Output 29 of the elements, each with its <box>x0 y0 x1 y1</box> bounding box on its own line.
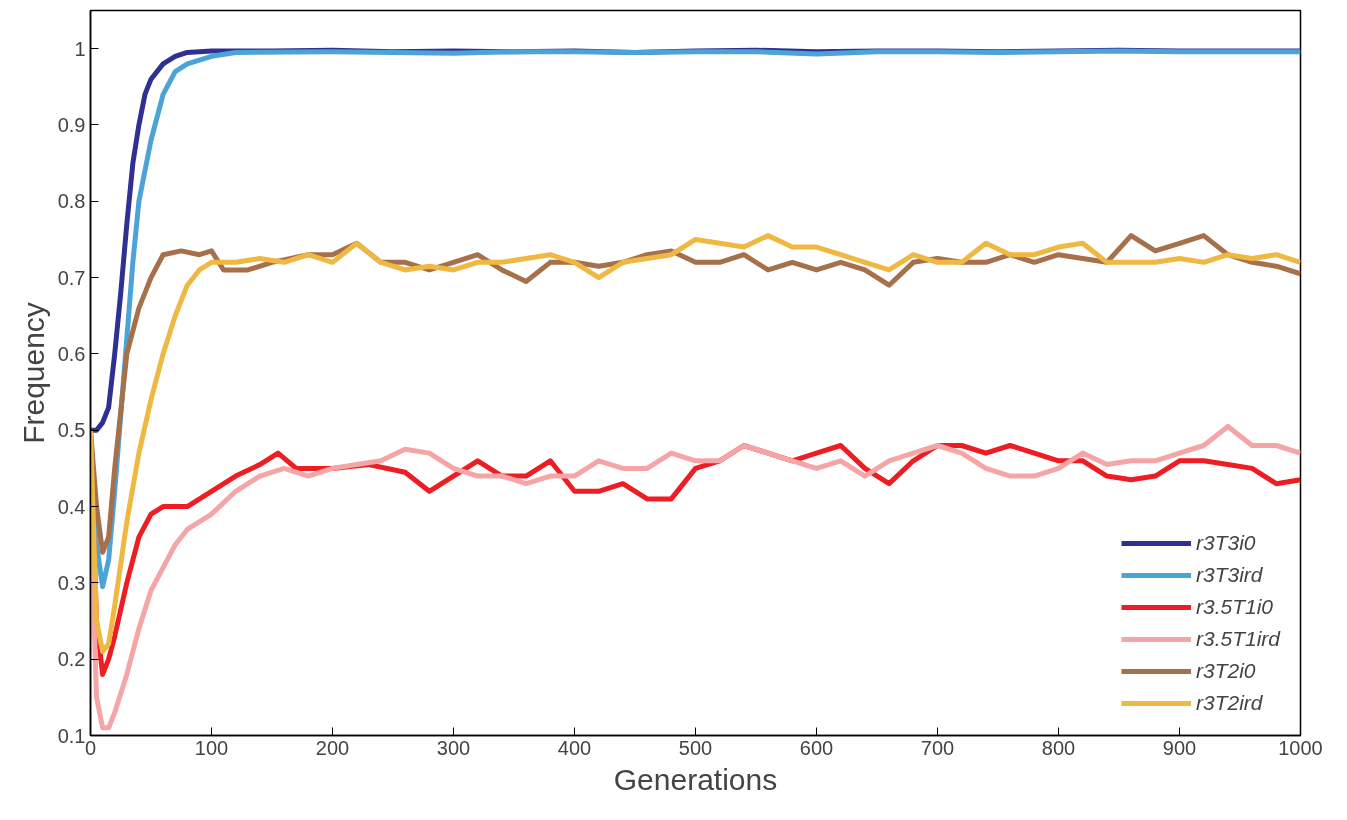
x-axis-title: Generations <box>613 762 778 796</box>
y-tick-label: 0.9 <box>57 113 86 136</box>
y-tick-label: 0.8 <box>57 190 86 213</box>
y-tick-label: 0.5 <box>57 419 86 442</box>
y-tick-label: 0.7 <box>57 266 86 289</box>
x-tick-label: 400 <box>557 736 592 759</box>
legend-label: r3T2ird <box>1195 691 1263 715</box>
legend-label: r3T2i0 <box>1195 659 1256 683</box>
x-tick-label: 800 <box>1041 736 1076 759</box>
y-tick-label: 0.3 <box>57 571 86 594</box>
y-axis-title: Frequency <box>16 302 50 444</box>
x-tick-label: 0 <box>84 736 97 759</box>
legend-label: r3T3ird <box>1195 563 1263 587</box>
x-tick-label: 1000 <box>1278 736 1323 759</box>
y-tick-label: 0.1 <box>57 724 86 747</box>
x-tick-label: 700 <box>920 736 955 759</box>
x-tick-label: 300 <box>436 736 471 759</box>
y-tick-label: 0.2 <box>57 648 86 671</box>
x-tick-label: 500 <box>678 736 713 759</box>
y-tick-label: 1 <box>74 37 86 60</box>
y-tick-label: 0.6 <box>57 342 86 365</box>
y-tick-label: 0.4 <box>57 495 86 518</box>
legend-label: r3.5T1ird <box>1195 627 1280 651</box>
legend-label: r3T3i0 <box>1195 531 1256 555</box>
x-tick-label: 900 <box>1162 736 1197 759</box>
x-tick-label: 600 <box>799 736 834 759</box>
x-tick-label: 200 <box>315 736 350 759</box>
legend-label: r3.5T1i0 <box>1195 595 1274 619</box>
x-tick-label: 100 <box>194 736 229 759</box>
